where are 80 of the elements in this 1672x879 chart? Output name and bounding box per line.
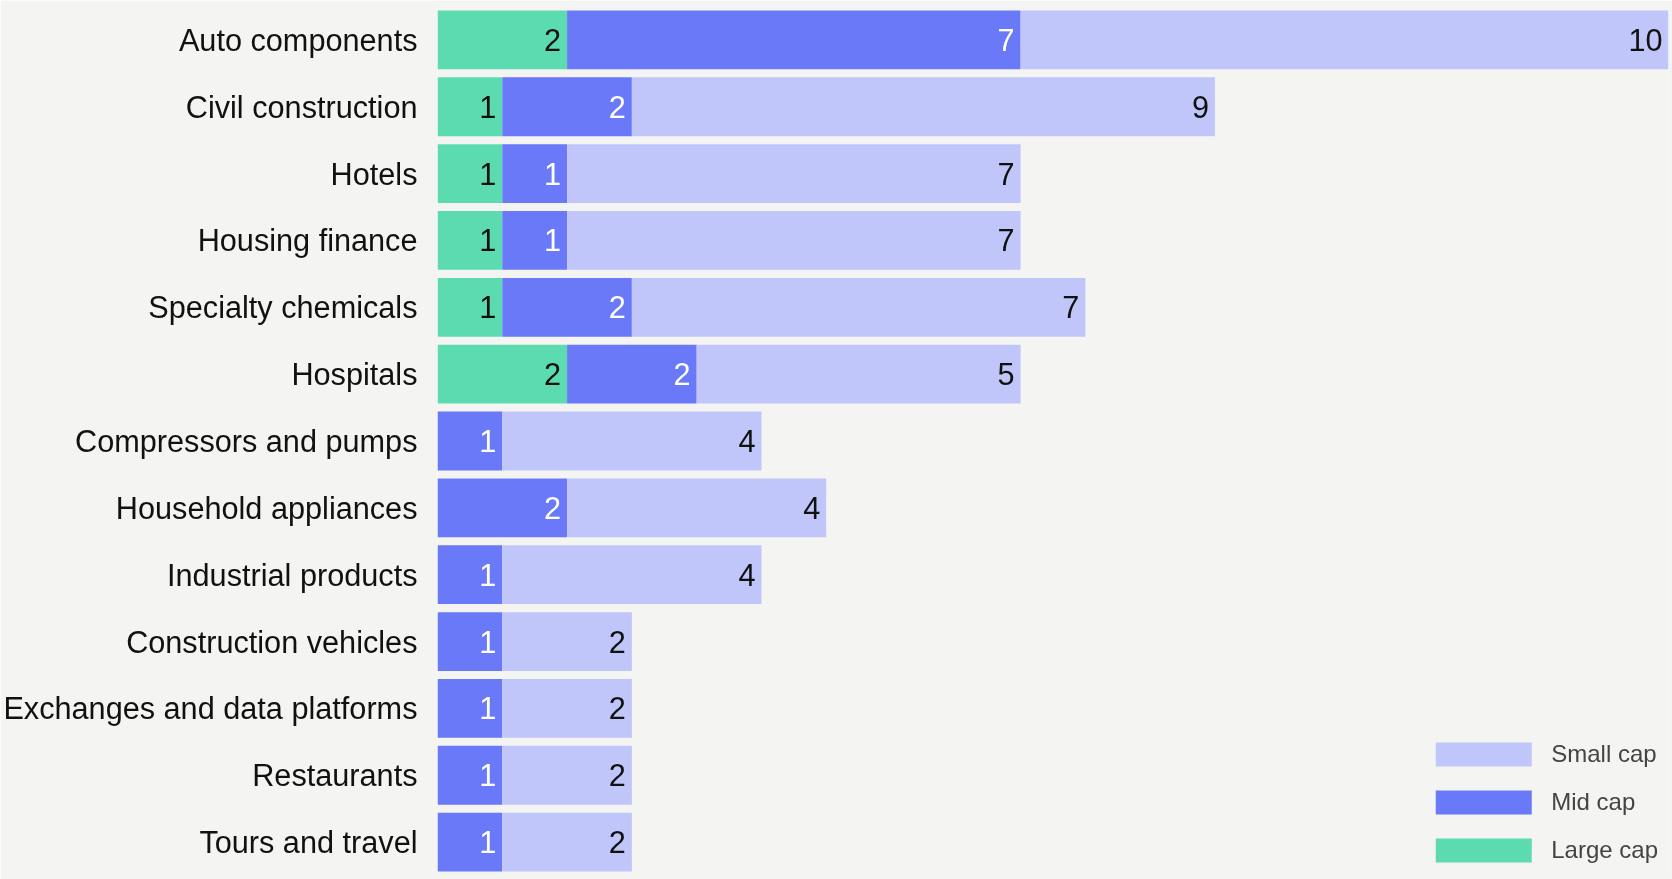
bar [502, 77, 632, 137]
data-label: 2 [673, 357, 691, 392]
data-label: 1 [479, 691, 497, 726]
y-tick-label: Compressors and pumps [75, 424, 418, 459]
data-label: 2 [608, 290, 626, 325]
y-tick-label: Hotels [330, 156, 418, 191]
y-tick-label: Restaurants [252, 758, 418, 793]
bar [502, 277, 632, 337]
y-tick-label: Industrial products [167, 557, 418, 593]
data-label: 1 [544, 156, 562, 191]
data-label: 1 [544, 223, 562, 258]
bar [502, 612, 632, 671]
bar [502, 545, 762, 605]
y-tick-label: Tours and travel [199, 825, 418, 860]
bar [437, 478, 568, 538]
bar [502, 144, 568, 204]
bar [502, 745, 632, 805]
bar [567, 478, 827, 538]
data-label: 2 [544, 357, 562, 392]
bar [437, 812, 503, 872]
data-label: 5 [997, 357, 1015, 392]
data-label: 1 [479, 758, 497, 793]
data-label: 1 [479, 290, 497, 325]
bar [502, 678, 632, 738]
legend-label: Mid cap [1551, 788, 1636, 816]
y-tick-label: Hospitals [291, 357, 418, 393]
y-tick-label: Exchanges and data platforms [3, 691, 418, 727]
data-label: 10 [1628, 22, 1663, 57]
data-label: 7 [1062, 290, 1080, 325]
bar [437, 612, 503, 671]
data-label: 1 [479, 89, 497, 124]
bar [437, 211, 503, 270]
data-label: 2 [608, 89, 626, 124]
bar [567, 344, 697, 404]
bar [502, 812, 632, 872]
bar [567, 10, 1021, 70]
data-label: 4 [738, 424, 756, 458]
bar [696, 344, 1021, 404]
bar [631, 277, 1086, 337]
legend-label: Large cap [1551, 836, 1658, 864]
data-label: 1 [479, 223, 497, 258]
data-label: 4 [738, 557, 756, 592]
data-label: 2 [608, 691, 626, 726]
bar [437, 411, 503, 471]
bar [437, 77, 503, 137]
bar [1020, 10, 1669, 70]
bar [631, 77, 1215, 137]
data-label: 2 [544, 490, 562, 525]
bar [437, 545, 503, 605]
bar [567, 144, 1021, 204]
bar [437, 10, 568, 70]
data-label: 1 [479, 557, 497, 592]
bar [567, 211, 1021, 270]
data-label: 2 [608, 624, 626, 659]
data-label: 9 [1191, 89, 1209, 124]
y-tick-label: Specialty chemicals [148, 290, 418, 326]
data-label: 1 [479, 424, 497, 458]
bar [437, 678, 503, 738]
y-tick-label: Housing finance [197, 223, 418, 259]
data-label: 2 [544, 22, 562, 57]
data-label: 1 [479, 624, 497, 659]
data-label: 1 [479, 156, 497, 191]
y-tick-label: Civil construction [185, 89, 418, 124]
y-tick-label: Auto components [178, 22, 418, 58]
data-label: 2 [608, 758, 626, 793]
bar [502, 211, 568, 270]
y-tick-label: Household appliances [115, 490, 418, 526]
bar [437, 344, 568, 404]
bar [437, 745, 503, 805]
legend-label: Small cap [1551, 740, 1657, 768]
data-label: 2 [608, 825, 626, 860]
bar [502, 411, 762, 471]
y-tick-label: Construction vehicles [126, 624, 418, 659]
data-label: 7 [997, 22, 1015, 57]
data-label: 7 [997, 156, 1015, 191]
bar [437, 144, 503, 204]
data-label: 1 [479, 825, 497, 860]
bar [437, 277, 503, 337]
data-label: 7 [997, 223, 1015, 258]
data-label: 4 [803, 490, 821, 525]
